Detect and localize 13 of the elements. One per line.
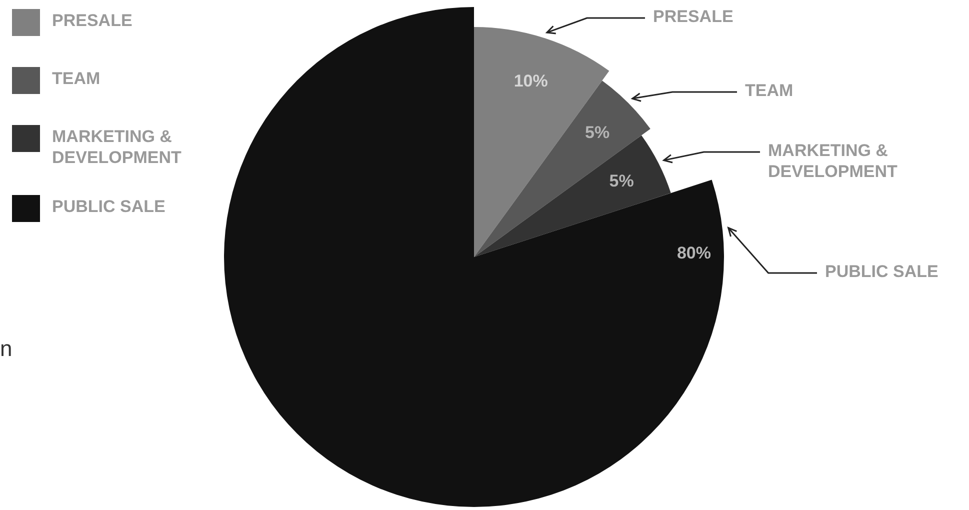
slice-label: TEAM — [745, 81, 794, 100]
text: n — [0, 336, 12, 361]
legend-label: PUBLIC SALE — [52, 197, 166, 216]
legend-label: PRESALE — [52, 11, 132, 30]
legend-label: MARKETING & DEVELOPMENT — [52, 127, 182, 168]
data-label: 10% — [514, 71, 548, 90]
data-label: 80% — [676, 243, 711, 262]
data-label: 5% — [609, 171, 634, 190]
slice-label: MARKETING & DEVELOPMENT — [768, 141, 898, 182]
slice-label: PUBLIC SALE — [825, 262, 938, 282]
legend-label: TEAM — [52, 69, 100, 88]
slice-label: PRESALE — [653, 7, 734, 26]
data-label: 5% — [585, 123, 610, 142]
